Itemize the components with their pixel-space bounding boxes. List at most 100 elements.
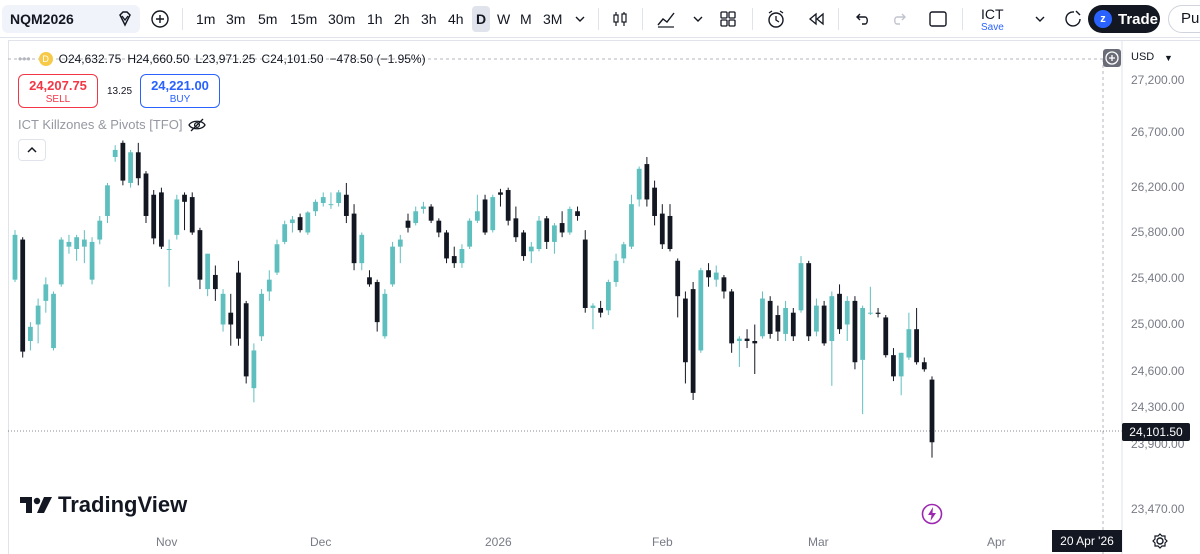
candle-body bbox=[413, 211, 419, 224]
quick-search-icon[interactable] bbox=[1064, 9, 1084, 29]
candle bbox=[35, 298, 41, 344]
publish-button[interactable]: Pul bbox=[1168, 5, 1200, 33]
candle bbox=[51, 291, 56, 351]
candle-body bbox=[698, 270, 704, 351]
candle bbox=[706, 263, 711, 287]
price-axis-label: 26,700.00 bbox=[1131, 125, 1185, 139]
candle-body bbox=[467, 220, 473, 247]
sell-price: 24,207.75 bbox=[29, 78, 87, 93]
chart-pane[interactable] bbox=[8, 40, 1200, 554]
candle-body bbox=[66, 241, 72, 247]
interval-w[interactable]: W bbox=[497, 11, 511, 27]
interval-d[interactable]: D bbox=[472, 6, 491, 32]
sell-button[interactable]: 24,207.75 SELL bbox=[18, 74, 98, 108]
gear-icon[interactable] bbox=[1151, 532, 1169, 550]
chevron-down-icon[interactable] bbox=[570, 9, 590, 29]
candle bbox=[359, 232, 365, 271]
candle-body bbox=[359, 234, 365, 264]
interval-3h[interactable]: 3h bbox=[421, 11, 437, 27]
candle-body bbox=[582, 239, 588, 308]
chevron-down-icon[interactable] bbox=[1030, 9, 1050, 29]
candle bbox=[112, 145, 118, 162]
chevron-down-icon[interactable] bbox=[688, 9, 708, 29]
compare-add-icon[interactable] bbox=[150, 9, 170, 29]
undo-icon[interactable] bbox=[852, 9, 872, 29]
interval-30m[interactable]: 30m bbox=[328, 11, 356, 27]
indicator-legend[interactable]: ICT Killzones & Pivots [TFO] bbox=[18, 117, 207, 132]
candle-body bbox=[521, 232, 526, 257]
symbol-search-button[interactable]: NQM2026 bbox=[2, 5, 140, 33]
candle bbox=[28, 322, 33, 351]
candle-body bbox=[860, 307, 866, 360]
candle bbox=[582, 230, 588, 313]
interval-3m[interactable]: 3m bbox=[226, 11, 246, 27]
candle bbox=[174, 194, 180, 240]
candle bbox=[621, 241, 627, 264]
candle bbox=[189, 192, 195, 235]
candle bbox=[428, 204, 434, 224]
lightning-event-icon[interactable] bbox=[921, 503, 943, 525]
candle-body bbox=[613, 260, 619, 283]
legend-dots-icon[interactable]: ••• bbox=[18, 52, 31, 66]
redo-icon[interactable] bbox=[890, 9, 910, 29]
price-axis-label: 23,470.00 bbox=[1131, 502, 1185, 516]
candle bbox=[97, 215, 103, 245]
diamond-icon[interactable] bbox=[116, 10, 134, 28]
fullscreen-square-icon[interactable] bbox=[928, 9, 948, 29]
candle-body bbox=[929, 379, 935, 443]
candle bbox=[105, 182, 110, 224]
candle bbox=[806, 260, 812, 341]
legend-open: O24,632.75 bbox=[58, 52, 122, 66]
interval-2h[interactable]: 2h bbox=[394, 11, 410, 27]
candle bbox=[752, 324, 758, 375]
tradingview-logo[interactable]: TradingView bbox=[20, 492, 187, 518]
layout-name[interactable]: ICT bbox=[981, 6, 1004, 22]
chevron-down-icon[interactable]: ▼ bbox=[1164, 53, 1173, 63]
alert-clock-icon[interactable] bbox=[766, 9, 786, 29]
candle bbox=[659, 204, 665, 249]
candle bbox=[698, 267, 704, 353]
candle bbox=[89, 237, 95, 285]
top-toolbar: NQM2026 1m 3m 5m 15m 30m 1h 2h 3h 4h D W… bbox=[0, 0, 1200, 38]
candle bbox=[713, 265, 719, 287]
candle-body bbox=[767, 300, 773, 334]
candle bbox=[798, 256, 804, 313]
interval-3m-month[interactable]: 3M bbox=[543, 11, 563, 27]
candle bbox=[205, 253, 211, 297]
add-alert-plus-icon[interactable] bbox=[1102, 48, 1122, 68]
interval-1h[interactable]: 1h bbox=[367, 11, 383, 27]
interval-4h[interactable]: 4h bbox=[448, 11, 464, 27]
candle bbox=[212, 265, 218, 301]
collapse-legend-button[interactable] bbox=[18, 139, 46, 161]
candle bbox=[852, 296, 858, 370]
candle bbox=[598, 300, 604, 318]
candle-body bbox=[421, 206, 426, 209]
interval-1m[interactable]: 1m bbox=[196, 11, 216, 27]
candle bbox=[12, 230, 18, 283]
buy-button[interactable]: 24,221.00 BUY bbox=[140, 74, 220, 108]
candle bbox=[490, 194, 496, 233]
candle-body bbox=[536, 220, 542, 249]
candle-body bbox=[675, 260, 681, 297]
layout-grid-icon[interactable] bbox=[718, 9, 738, 29]
candles-chart-type-icon[interactable] bbox=[610, 9, 630, 29]
replay-icon[interactable] bbox=[806, 9, 826, 29]
interval-m[interactable]: M bbox=[520, 11, 532, 27]
eye-hidden-icon[interactable] bbox=[188, 118, 207, 132]
currency-selector[interactable]: USD bbox=[1131, 51, 1155, 63]
candle-body bbox=[174, 199, 180, 235]
trade-button[interactable]: z Trade bbox=[1088, 5, 1160, 33]
candle-body bbox=[58, 239, 64, 285]
candle bbox=[590, 303, 596, 330]
indicators-icon[interactable] bbox=[656, 9, 676, 29]
toolbar-separator bbox=[182, 8, 183, 30]
candle-body bbox=[829, 296, 835, 341]
candle-body bbox=[290, 219, 295, 224]
layout-save-status[interactable]: Save bbox=[981, 22, 1004, 33]
candle bbox=[860, 305, 866, 415]
candle-body bbox=[744, 338, 750, 341]
interval-15m[interactable]: 15m bbox=[290, 11, 318, 27]
candle-body bbox=[482, 199, 488, 233]
interval-5m[interactable]: 5m bbox=[258, 11, 278, 27]
